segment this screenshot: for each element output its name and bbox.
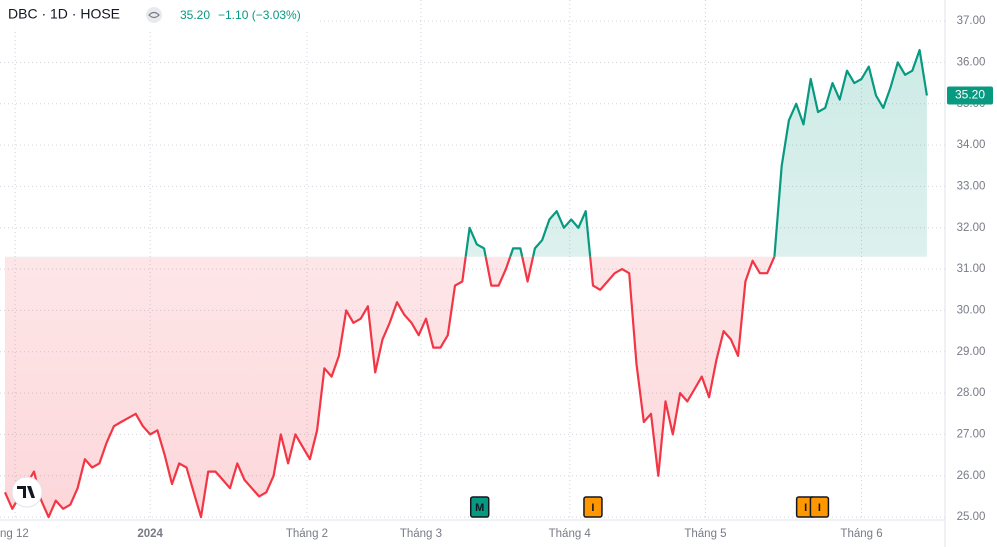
event-marker xyxy=(469,496,490,518)
x-tick-label: Tháng 3 xyxy=(400,528,442,540)
price-badge-label: 35.20 xyxy=(955,88,985,102)
y-tick-label: 26.00 xyxy=(957,470,986,482)
x-tick-label: Tháng 2 xyxy=(286,528,328,540)
y-tick-label: 34.00 xyxy=(957,139,986,151)
event-label: I xyxy=(591,502,594,514)
y-tick-label: 31.00 xyxy=(957,263,986,275)
x-tick-label: Tháng 6 xyxy=(840,528,882,540)
eye-icon[interactable] xyxy=(146,7,162,23)
symbol: DBC · 1D · HOSE xyxy=(8,6,120,22)
x-tick-label: Tháng 5 xyxy=(684,528,726,540)
x-tick-label: Tháng 4 xyxy=(549,528,592,540)
area-down xyxy=(5,256,775,518)
y-tick-label: 33.00 xyxy=(957,180,986,192)
change: −1.10 (−3.03%) xyxy=(218,8,301,22)
y-tick-label: 28.00 xyxy=(957,387,986,399)
x-tick-label: 2024 xyxy=(137,528,163,540)
area-up xyxy=(5,50,927,257)
y-tick-label: 29.00 xyxy=(957,346,986,358)
x-tick-label: ng 12 xyxy=(0,528,29,540)
price-badge xyxy=(947,86,993,105)
price-line-up xyxy=(464,48,928,257)
y-tick-label: 32.00 xyxy=(957,222,986,234)
eye-glyph xyxy=(148,11,160,19)
event-label: M xyxy=(475,502,484,514)
y-tick-label: 27.00 xyxy=(957,428,986,440)
event-marker xyxy=(809,496,830,518)
y-tick-label: 30.00 xyxy=(957,304,986,316)
event-label: I xyxy=(804,502,807,514)
price-line-down xyxy=(3,256,776,519)
last-price: 35.20 xyxy=(180,8,210,22)
event-label: I xyxy=(818,502,821,514)
y-tick-label: 36.00 xyxy=(957,56,986,68)
y-tick-label: 37.00 xyxy=(957,15,986,27)
event-marker xyxy=(583,496,603,518)
y-tick-label: 25.00 xyxy=(957,511,986,523)
tv-logo xyxy=(11,476,43,508)
